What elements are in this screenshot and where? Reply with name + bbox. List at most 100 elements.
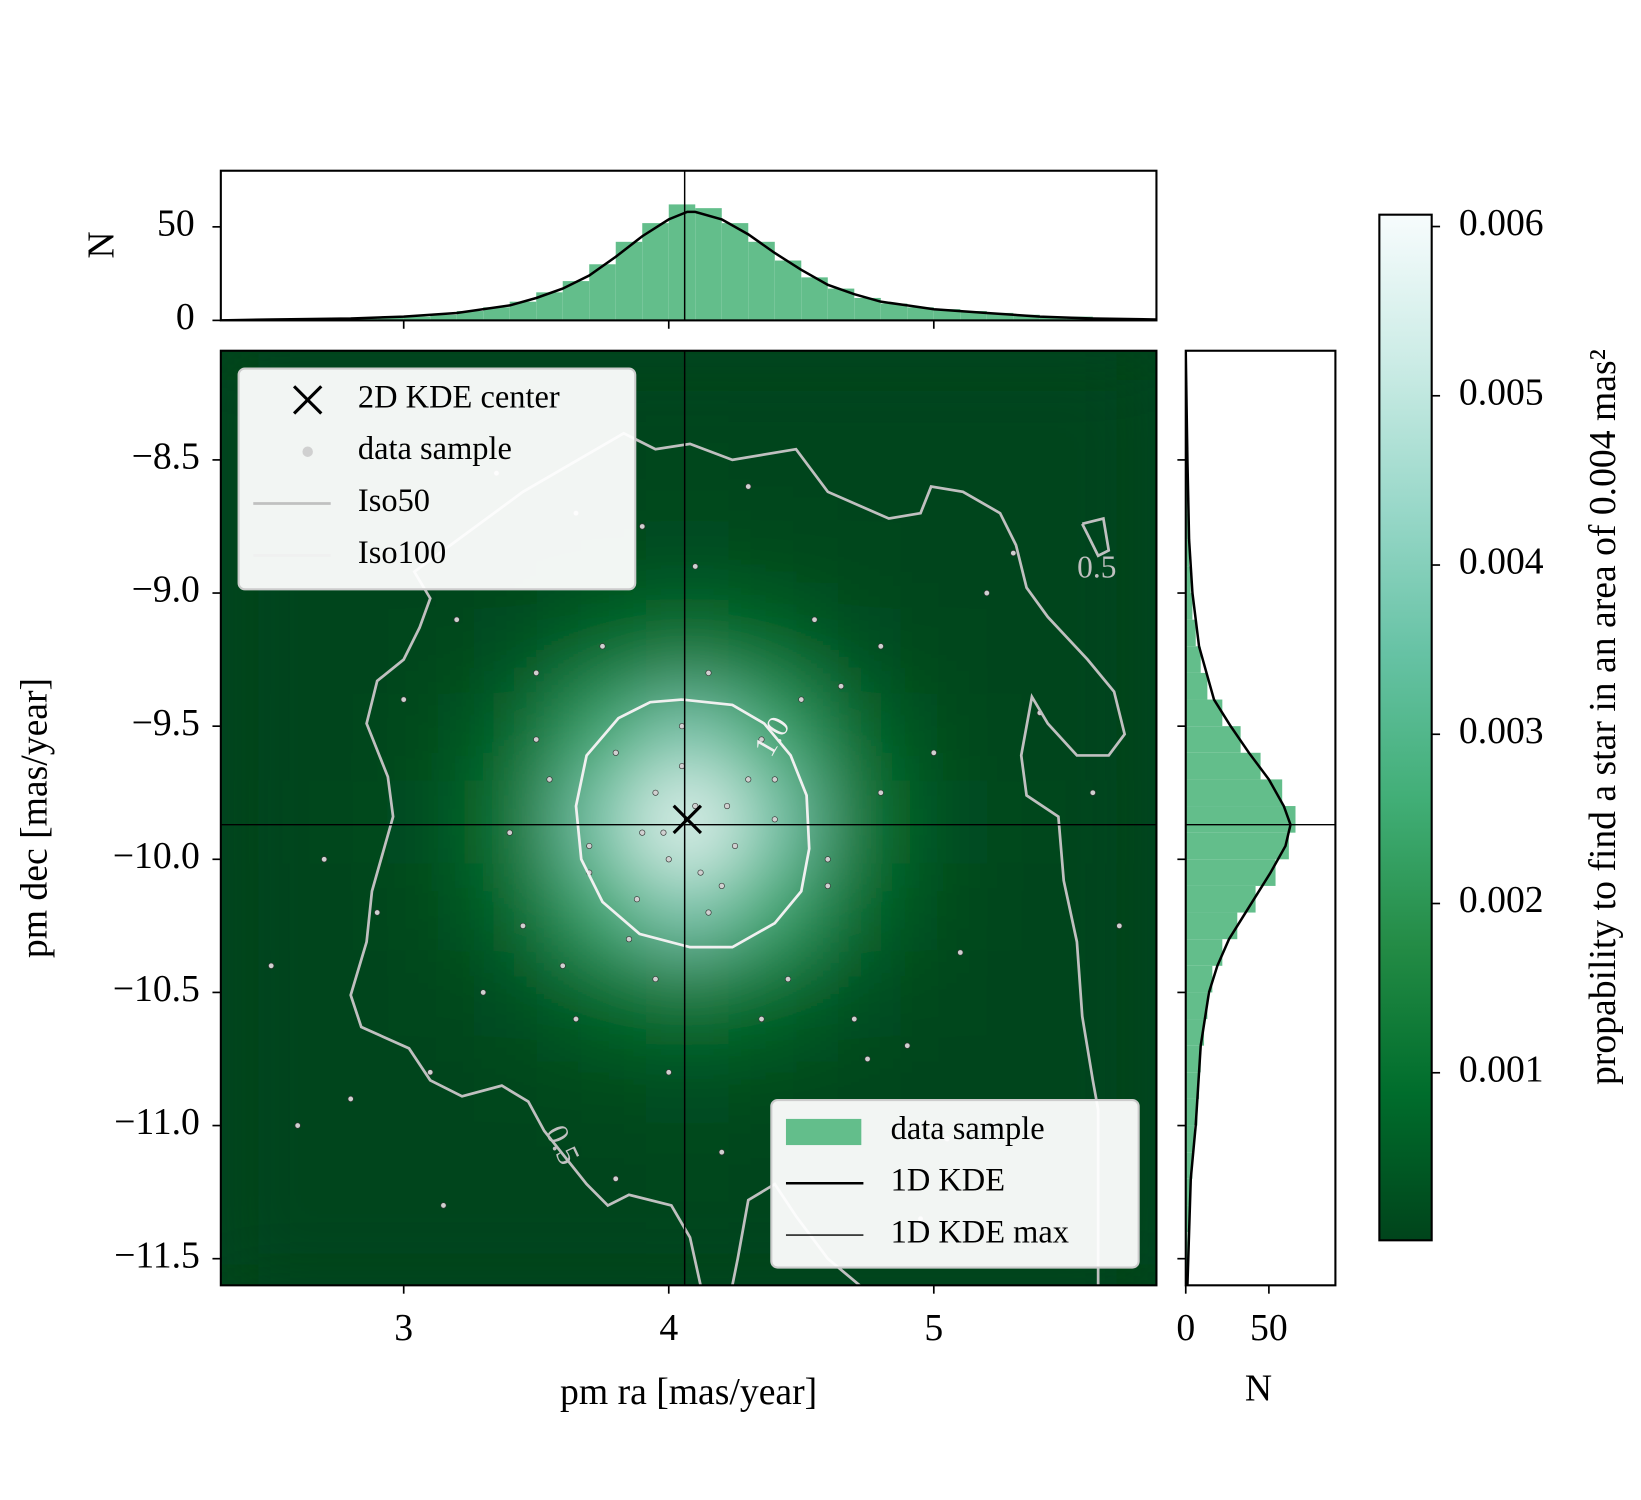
density-cell — [305, 694, 391, 780]
contour-line — [574, 698, 811, 949]
data-point — [633, 896, 640, 903]
data-point — [440, 1202, 447, 1209]
axes-frame — [219, 169, 1158, 322]
data-point — [957, 949, 964, 956]
density-cell — [814, 523, 900, 610]
density-cell — [390, 694, 476, 780]
colorbar-tick-label: 0.001 — [1459, 1048, 1544, 1090]
density-cell — [305, 779, 391, 866]
density-cell — [729, 609, 816, 695]
data-point — [758, 1016, 765, 1023]
data-point — [851, 1016, 858, 1023]
hist-bar — [1185, 513, 1190, 540]
hist-bar — [1185, 1152, 1193, 1179]
density-cell — [560, 1035, 646, 1121]
data-point — [268, 962, 275, 969]
density-cell — [899, 779, 985, 866]
density-cell — [984, 438, 1070, 525]
density-cell — [220, 694, 307, 780]
hist-bar — [801, 277, 828, 321]
density-cell — [220, 609, 307, 695]
hist-bar — [880, 303, 908, 321]
data-point — [983, 590, 990, 597]
density-cell — [560, 1205, 646, 1286]
hist-bar — [1185, 992, 1208, 1020]
data-point — [625, 936, 633, 943]
data-point — [1089, 789, 1096, 796]
legend-label: data sample — [891, 1111, 1045, 1147]
density-cell — [475, 1035, 561, 1121]
density-cell — [390, 1120, 476, 1206]
density-cell — [560, 864, 646, 951]
colorbar-tick-label: 0.003 — [1459, 710, 1544, 752]
legend-label: data sample — [358, 431, 512, 467]
hist-bar — [695, 208, 722, 321]
density-cell — [390, 779, 476, 866]
y-tick-label: −10.0 — [113, 835, 200, 877]
data-point — [724, 803, 731, 810]
density-cell — [390, 1035, 476, 1121]
density-cell — [475, 1205, 561, 1286]
data-point — [705, 909, 712, 916]
data-point — [824, 882, 831, 889]
legend-patch — [785, 1118, 862, 1146]
main-plot: 0.50.51.0 — [220, 350, 1157, 1286]
y-tick-label: −11.0 — [114, 1101, 200, 1143]
density-cell — [305, 864, 391, 951]
data-point — [678, 723, 686, 730]
data-point — [533, 669, 540, 676]
data-point — [745, 776, 752, 783]
density-cell — [1068, 523, 1155, 610]
density-cell — [644, 1205, 731, 1286]
data-point — [784, 976, 792, 983]
data-point — [400, 696, 407, 703]
density-cell — [814, 864, 900, 951]
density-cell — [899, 609, 985, 695]
density-cell — [1068, 609, 1155, 695]
density-cell — [475, 949, 561, 1036]
hist-bar — [1185, 1019, 1205, 1046]
hist-bar — [509, 301, 537, 321]
kde-curve — [220, 210, 1157, 321]
data-point — [745, 483, 752, 490]
data-point — [771, 776, 778, 783]
hist-bar — [1185, 1205, 1190, 1233]
hist-bar — [748, 241, 775, 321]
density-cell — [390, 1205, 476, 1286]
data-point — [586, 842, 593, 850]
data-point — [864, 1055, 871, 1063]
kde-curve — [1185, 350, 1292, 1286]
density-cell — [220, 864, 307, 951]
hist-bar — [1185, 566, 1191, 594]
hist-bar — [1185, 885, 1256, 913]
density-cell — [729, 779, 816, 866]
kde-center-marker — [672, 804, 703, 835]
data-point — [824, 856, 831, 863]
hist-bar — [1185, 1178, 1191, 1206]
density-cell — [644, 1035, 731, 1121]
x-tick-label: 4 — [659, 1307, 678, 1349]
legend-label: Iso50 — [358, 483, 430, 519]
hist-bar — [854, 297, 881, 321]
x-axis-label: N — [1245, 1368, 1272, 1410]
data-point — [572, 1016, 580, 1023]
colorbar-tick-label: 0.006 — [1459, 202, 1544, 244]
hist-bar — [1185, 593, 1193, 620]
right-histogram — [1185, 350, 1336, 1286]
density-cell — [305, 1205, 391, 1286]
density-cell — [814, 609, 900, 695]
hist-bar — [1185, 726, 1241, 753]
density-cell — [814, 779, 900, 866]
data-point — [697, 869, 704, 876]
hist-bar — [933, 309, 961, 321]
density-cell — [899, 694, 985, 780]
x-tick-label: 0 — [1176, 1307, 1195, 1349]
hist-bar — [1185, 806, 1296, 833]
legend-label: Iso100 — [358, 535, 446, 571]
colorbar-tick-label: 0.004 — [1459, 541, 1544, 583]
data-point — [811, 616, 818, 623]
y-tick-label: −11.5 — [114, 1234, 200, 1276]
y-tick-label: −10.5 — [113, 968, 200, 1010]
density-cell — [644, 949, 731, 1036]
